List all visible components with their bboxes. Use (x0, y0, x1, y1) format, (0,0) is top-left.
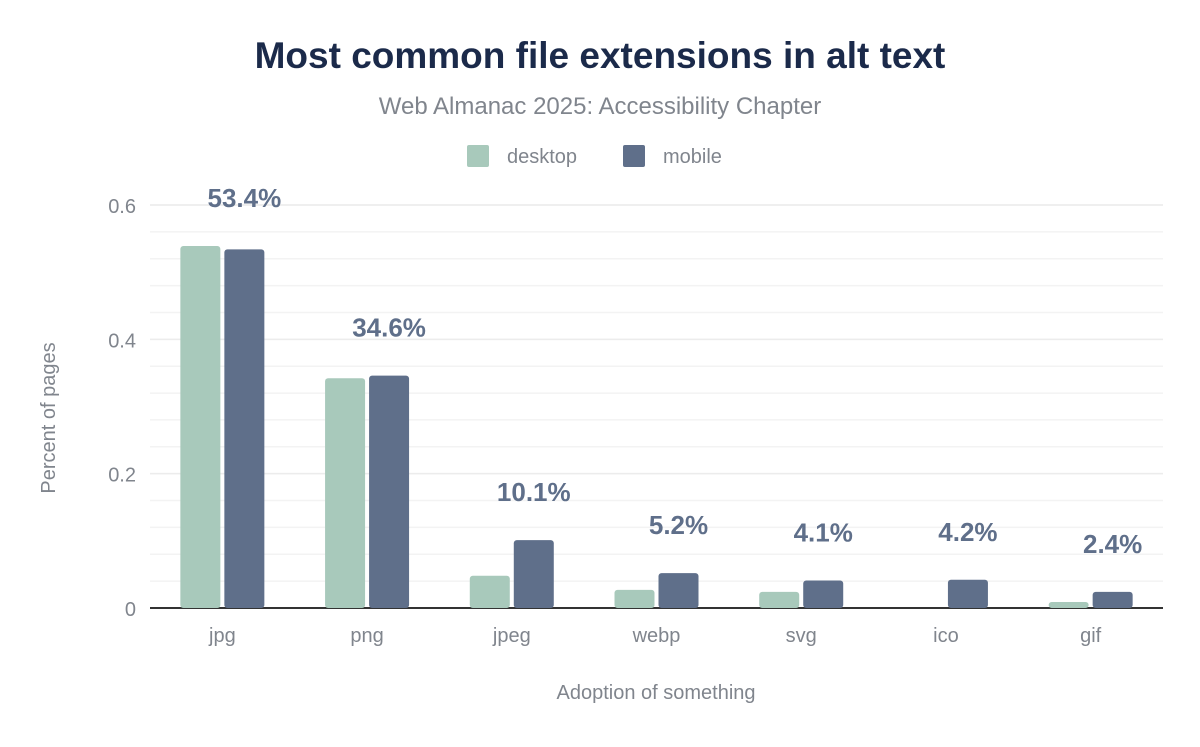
x-tick-label: webp (632, 625, 681, 647)
data-label: 53.4% (207, 183, 281, 213)
bar-desktop-gif (1048, 601, 1089, 608)
data-label: 10.1% (497, 477, 571, 507)
bar-desktop-jpg (180, 245, 221, 608)
bar-mobile-svg (803, 580, 844, 608)
bar-desktop-svg (759, 591, 800, 608)
y-tick-label: 0.2 (108, 465, 136, 487)
bar-desktop-png (325, 378, 366, 608)
y-axis-label: Percent of pages (38, 342, 60, 493)
bar-mobile-ico (947, 579, 988, 608)
legend-swatch-mobile (623, 145, 645, 167)
bar-mobile-gif (1092, 591, 1133, 608)
bar-mobile-jpg (224, 249, 265, 608)
x-tick-label: png (350, 625, 383, 647)
legend-swatch-desktop (467, 145, 489, 167)
bar-mobile-png (369, 375, 410, 608)
data-label: 4.2% (938, 517, 997, 547)
legend-label-mobile: mobile (663, 146, 722, 168)
x-tick-label: gif (1080, 625, 1102, 647)
bar-desktop-jpeg (469, 575, 510, 608)
data-label: 4.1% (794, 517, 853, 547)
legend-label-desktop: desktop (507, 146, 577, 168)
chart-subtitle: Web Almanac 2025: Accessibility Chapter (379, 93, 821, 120)
bar-mobile-jpeg (513, 540, 554, 608)
chart-title: Most common file extensions in alt text (255, 35, 946, 76)
y-tick-label: 0.6 (108, 196, 136, 218)
data-label: 2.4% (1083, 529, 1142, 559)
y-tick-label: 0 (125, 599, 136, 621)
x-tick-label: svg (786, 625, 817, 647)
x-tick-label: jpeg (492, 625, 531, 647)
data-label: 34.6% (352, 313, 426, 343)
x-axis-label: Adoption of something (556, 682, 755, 704)
x-tick-label: ico (933, 625, 959, 647)
bar-mobile-webp (658, 573, 699, 608)
x-tick-label: jpg (208, 625, 236, 647)
data-label: 5.2% (649, 510, 708, 540)
legend: desktop mobile (467, 145, 722, 168)
bar-desktop-webp (614, 589, 655, 608)
y-tick-label: 0.4 (108, 330, 136, 352)
